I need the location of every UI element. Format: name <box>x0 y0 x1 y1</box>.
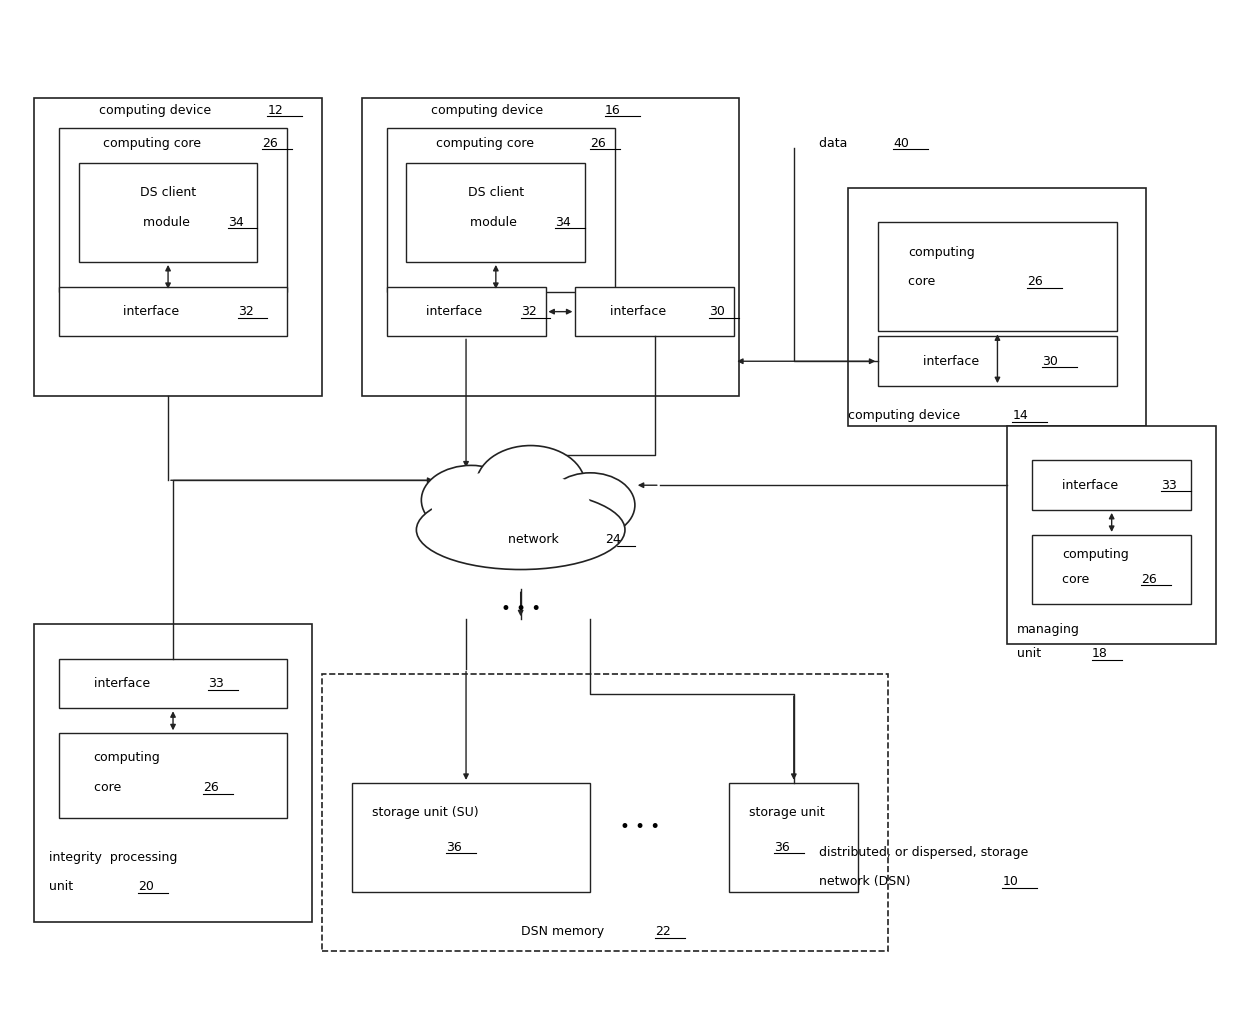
Text: 24: 24 <box>605 533 621 546</box>
FancyBboxPatch shape <box>1007 425 1216 644</box>
Ellipse shape <box>422 485 620 584</box>
Text: 18: 18 <box>1091 648 1107 660</box>
Text: computing: computing <box>908 246 975 258</box>
Text: network: network <box>508 533 563 546</box>
Text: 26: 26 <box>1027 276 1043 288</box>
FancyBboxPatch shape <box>1032 535 1192 605</box>
Text: interface: interface <box>923 355 983 368</box>
FancyBboxPatch shape <box>322 673 888 951</box>
Text: core: core <box>1061 573 1094 586</box>
Text: interface: interface <box>610 305 670 318</box>
Text: interface: interface <box>123 305 184 318</box>
Text: 16: 16 <box>605 104 621 117</box>
FancyBboxPatch shape <box>58 733 288 818</box>
FancyBboxPatch shape <box>729 783 858 892</box>
Text: unit: unit <box>1017 648 1045 660</box>
Text: module: module <box>470 216 521 229</box>
FancyBboxPatch shape <box>362 98 739 396</box>
Text: interface: interface <box>427 305 486 318</box>
Text: computing core: computing core <box>436 136 538 150</box>
FancyBboxPatch shape <box>33 98 322 396</box>
FancyBboxPatch shape <box>33 624 312 921</box>
Text: distributed, or dispersed, storage: distributed, or dispersed, storage <box>818 846 1028 859</box>
Text: module: module <box>143 216 193 229</box>
Text: 26: 26 <box>590 136 606 150</box>
Text: computing core: computing core <box>103 136 206 150</box>
Text: computing device: computing device <box>432 104 547 117</box>
Text: 20: 20 <box>138 880 154 894</box>
Text: 40: 40 <box>893 136 909 150</box>
Text: 32: 32 <box>238 305 253 318</box>
Text: 34: 34 <box>228 216 243 229</box>
Text: 36: 36 <box>446 840 463 854</box>
Ellipse shape <box>546 473 635 537</box>
FancyBboxPatch shape <box>878 222 1117 331</box>
Text: • • •: • • • <box>620 818 660 836</box>
Text: 10: 10 <box>1002 875 1018 889</box>
FancyBboxPatch shape <box>878 336 1117 386</box>
Text: integrity  processing: integrity processing <box>48 851 177 864</box>
FancyBboxPatch shape <box>58 128 288 292</box>
Text: computing: computing <box>1061 548 1128 561</box>
Text: 22: 22 <box>655 926 671 938</box>
Ellipse shape <box>476 446 585 525</box>
Text: 26: 26 <box>203 781 218 794</box>
Text: 12: 12 <box>268 104 283 117</box>
Text: 14: 14 <box>1012 409 1028 422</box>
Text: computing device: computing device <box>98 104 215 117</box>
FancyBboxPatch shape <box>387 128 615 292</box>
FancyBboxPatch shape <box>407 163 585 262</box>
Text: DSN memory: DSN memory <box>521 926 608 938</box>
Text: 26: 26 <box>263 136 278 150</box>
Text: 33: 33 <box>208 678 223 690</box>
Text: DS client: DS client <box>140 187 196 199</box>
Text: 32: 32 <box>521 305 537 318</box>
Text: network (DSN): network (DSN) <box>818 875 914 889</box>
Text: data: data <box>818 136 851 150</box>
Text: DS client: DS client <box>467 187 525 199</box>
Text: 30: 30 <box>709 305 725 318</box>
Text: 36: 36 <box>774 840 790 854</box>
Ellipse shape <box>422 495 620 565</box>
FancyBboxPatch shape <box>352 783 590 892</box>
Text: interface: interface <box>1061 479 1122 492</box>
Text: • • •: • • • <box>501 601 541 618</box>
Text: managing: managing <box>1017 622 1080 636</box>
FancyBboxPatch shape <box>78 163 258 262</box>
FancyBboxPatch shape <box>848 188 1147 425</box>
Text: storage unit: storage unit <box>749 806 828 819</box>
Text: 30: 30 <box>1042 355 1058 368</box>
Text: unit: unit <box>48 880 77 894</box>
Ellipse shape <box>432 470 590 540</box>
Text: computing: computing <box>93 751 160 765</box>
Text: computing device: computing device <box>848 409 965 422</box>
Text: 34: 34 <box>556 216 572 229</box>
Ellipse shape <box>422 465 521 535</box>
FancyBboxPatch shape <box>575 287 734 336</box>
Text: core: core <box>93 781 125 794</box>
Text: core: core <box>908 276 940 288</box>
Text: storage unit (SU): storage unit (SU) <box>372 806 479 819</box>
Text: 26: 26 <box>1142 573 1157 586</box>
FancyBboxPatch shape <box>58 659 288 708</box>
FancyBboxPatch shape <box>58 287 288 336</box>
Text: interface: interface <box>93 678 154 690</box>
FancyBboxPatch shape <box>1032 460 1192 510</box>
Text: 33: 33 <box>1162 479 1177 492</box>
Ellipse shape <box>417 490 625 570</box>
FancyBboxPatch shape <box>387 287 546 336</box>
